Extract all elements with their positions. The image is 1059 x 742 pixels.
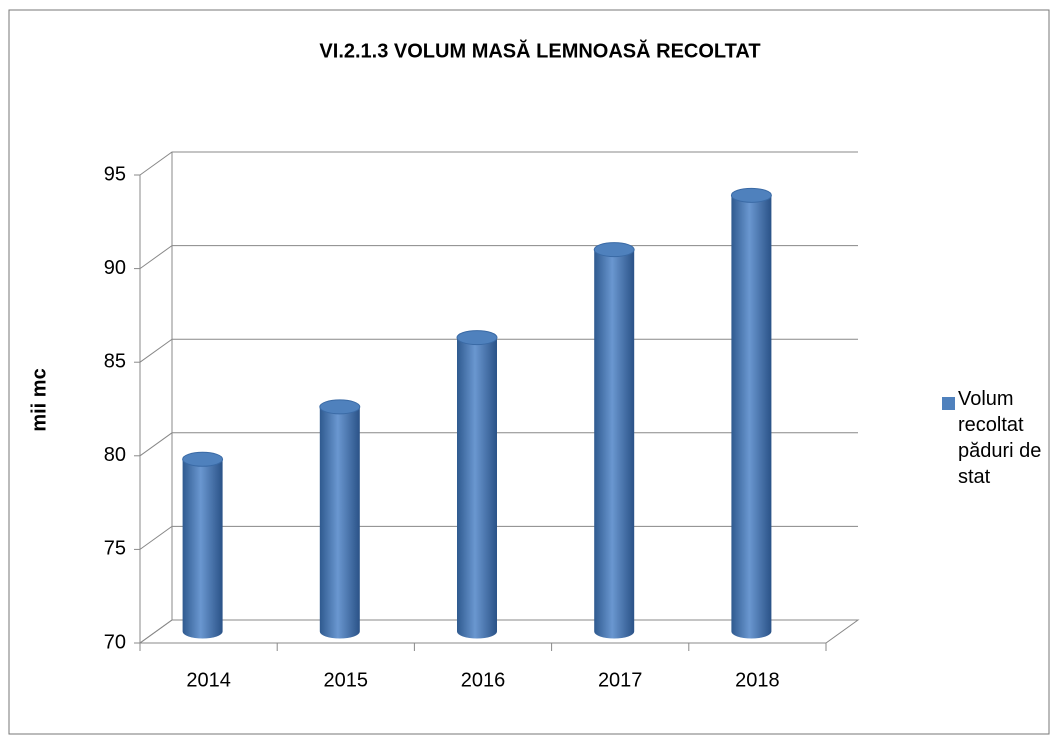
bar: [730, 187, 772, 639]
chart-title: VI.2.1.3 VOLUM MASĂ LEMNOASĂ RECOLTAT: [319, 39, 760, 62]
chart-border: [8, 9, 1050, 735]
x-tick-label: 2016: [461, 669, 506, 691]
y-axis-label: mii mc: [28, 368, 50, 431]
legend-label: Volum recoltat păduri de stat: [958, 388, 1042, 488]
y-tick-label: 90: [104, 257, 126, 279]
y-tick-label: 85: [104, 350, 126, 372]
legend-swatch: [942, 397, 955, 410]
y-tick-label: 80: [104, 444, 126, 466]
x-tick-label: 2017: [598, 669, 643, 691]
bar: [319, 399, 361, 639]
grid-line: [139, 151, 858, 176]
y-tick-label: 75: [104, 538, 126, 560]
x-tick-label: 2014: [186, 669, 231, 691]
bar: [593, 242, 635, 639]
bar: [182, 451, 224, 639]
y-tick-label: 95: [104, 163, 126, 185]
bar: [456, 330, 498, 639]
y-tick-label: 70: [104, 631, 126, 653]
x-tick-label: 2018: [735, 669, 780, 691]
x-tick-label: 2015: [324, 669, 369, 691]
